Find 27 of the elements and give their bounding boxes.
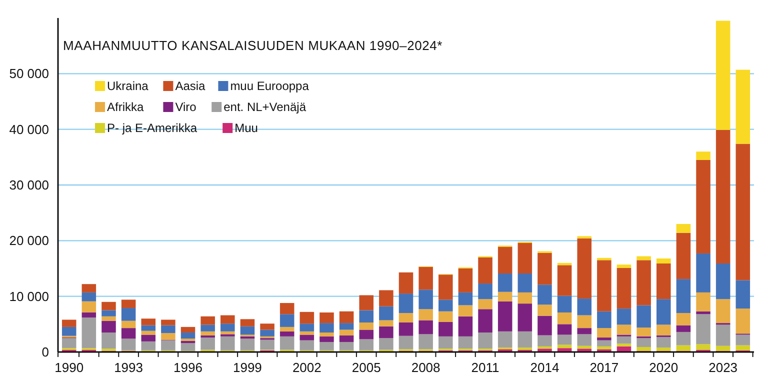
- x-tick-label: 2002: [292, 360, 322, 375]
- x-tick-label: 1996: [174, 360, 202, 375]
- x-tick-label: 2008: [411, 360, 440, 375]
- x-tick-label: 2017: [590, 360, 619, 375]
- legend-label: Aasia: [175, 79, 206, 93]
- y-tick-label: 0: [42, 344, 49, 360]
- x-tick-label: 2011: [471, 360, 500, 375]
- y-tick-label: 10 000: [9, 288, 49, 304]
- x-tick-label: 2023: [708, 360, 738, 375]
- x-tick-label: 2020: [649, 360, 678, 375]
- legend-label: ent. NL+Venäjä: [224, 100, 306, 114]
- x-tick-label: 1990: [54, 360, 84, 375]
- legend-label: Muu: [234, 121, 258, 135]
- x-tick-label: 1999: [232, 360, 262, 375]
- y-tick-label: 20 000: [9, 233, 49, 248]
- legend-label: P- ja E-Amerikka: [107, 121, 198, 135]
- text: MAAHANMUUTTO KANSALAISUUDEN MUKAAN 1990–2024*: [63, 38, 443, 53]
- x-tick-label: 1993: [114, 360, 144, 375]
- x-tick-label: 2014: [530, 360, 560, 375]
- y-tick-label: 30 000: [9, 178, 49, 193]
- legend-label: muu Eurooppa: [230, 79, 310, 93]
- y-tick-label: 50 000: [9, 66, 49, 82]
- legend-label: Afrikka: [107, 100, 144, 114]
- legend-label: Viro: [175, 100, 197, 114]
- x-tick-label: 2005: [352, 360, 381, 375]
- legend-label: Ukraina: [107, 79, 149, 93]
- y-tick-label: 40 000: [9, 122, 49, 137]
